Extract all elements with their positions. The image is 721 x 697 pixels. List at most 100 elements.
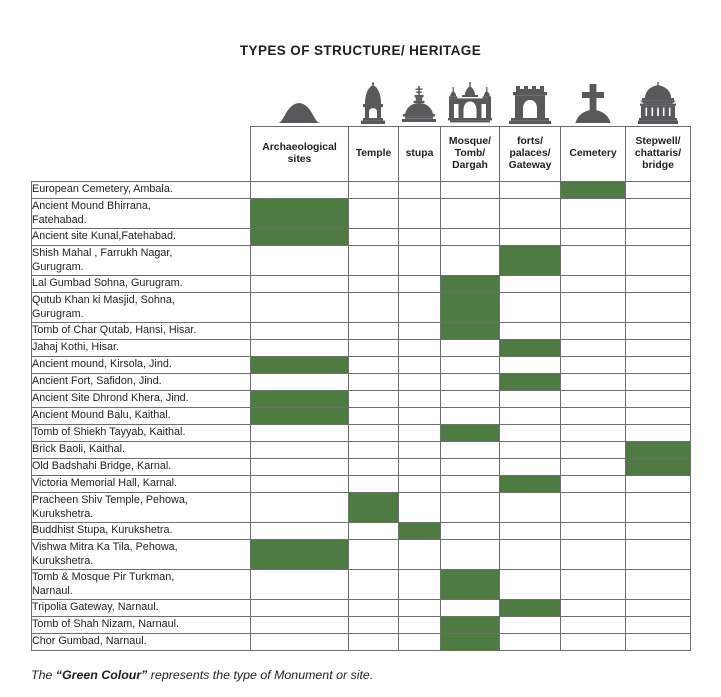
empty-cell-stupa: [398, 475, 441, 493]
monument-name-cell: Tomb of Shiekh Tayyab, Kaithal.: [31, 424, 251, 442]
monument-name-cell: Ancient Fort, Safidon, Jind.: [31, 373, 251, 391]
empty-cell-forts: [499, 441, 561, 459]
empty-cell-stepwell: [625, 228, 691, 246]
empty-cell-cemetery: [560, 424, 626, 442]
empty-cell-stepwell: [625, 198, 691, 229]
chhatri-icon: [637, 82, 678, 124]
empty-cell-archaeological: [250, 522, 349, 540]
empty-cell-mosque: [440, 475, 500, 493]
mark-cell-temple: [348, 492, 399, 523]
empty-cell-cemetery: [560, 245, 626, 276]
empty-cell-temple: [348, 198, 399, 229]
empty-cell-temple: [348, 245, 399, 276]
mark-cell-mosque: [440, 616, 500, 634]
empty-cell-cemetery: [560, 356, 626, 374]
empty-cell-archaeological: [250, 475, 349, 493]
column-header-row: Archaeological sites Temple stupa Mosque/ T…: [31, 126, 691, 182]
mark-cell-forts: [499, 599, 561, 617]
column-header-stepwell: Stepwell/ chattaris/ bridge: [625, 126, 691, 182]
heritage-types-table: Archaeological sites Temple stupa Mosque/ T…: [31, 126, 691, 651]
mark-cell-mosque: [440, 275, 500, 293]
empty-cell-archaeological: [250, 181, 349, 199]
mark-cell-archaeological: [250, 407, 349, 425]
monument-name-cell: Lal Gumbad Sohna, Gurugram.: [31, 275, 251, 293]
empty-cell-mosque: [440, 198, 500, 229]
empty-cell-stupa: [398, 373, 441, 391]
monument-name-cell: Brick Baoli, Kaithal.: [31, 441, 251, 459]
monument-name-cell: Old Badshahi Bridge, Karnal.: [31, 458, 251, 476]
mark-cell-forts: [499, 245, 561, 276]
empty-cell-temple: [348, 322, 399, 340]
monument-name-cell: Ancient site Kunal,Fatehabad.: [31, 228, 251, 246]
table-row: Ancient mound, Kirsola, Jind.: [31, 356, 691, 374]
empty-cell-stupa: [398, 228, 441, 246]
table-row: Shish Mahal , Farrukh Nagar, Gurugram.: [31, 245, 691, 276]
empty-cell-temple: [348, 569, 399, 600]
empty-cell-stupa: [398, 458, 441, 476]
empty-cell-cemetery: [560, 492, 626, 523]
empty-cell-temple: [348, 599, 399, 617]
empty-cell-stupa: [398, 275, 441, 293]
empty-cell-temple: [348, 356, 399, 374]
empty-cell-stupa: [398, 569, 441, 600]
empty-cell-mosque: [440, 441, 500, 459]
empty-cell-forts: [499, 407, 561, 425]
empty-cell-cemetery: [560, 275, 626, 293]
empty-cell-cemetery: [560, 198, 626, 229]
monument-name-cell: Tomb of Shah Nizam, Narnaul.: [31, 616, 251, 634]
table-row: Tomb of Char Qutab, Hansi, Hisar.: [31, 322, 691, 340]
temple-icon-cell: [348, 82, 398, 126]
table-row: Buddhist Stupa, Kurukshetra.: [31, 522, 691, 540]
empty-cell-mosque: [440, 522, 500, 540]
empty-cell-forts: [499, 228, 561, 246]
empty-cell-stepwell: [625, 599, 691, 617]
empty-cell-mosque: [440, 356, 500, 374]
empty-cell-cemetery: [560, 539, 626, 570]
mark-cell-stepwell: [625, 441, 691, 459]
table-header: Archaeological sites Temple stupa Mosque/ T…: [31, 126, 691, 182]
table-row: Ancient Site Dhrond Khera, Jind.: [31, 390, 691, 408]
empty-cell-forts: [499, 322, 561, 340]
mark-cell-mosque: [440, 569, 500, 600]
empty-cell-stupa: [398, 441, 441, 459]
empty-cell-temple: [348, 633, 399, 651]
empty-cell-mosque: [440, 245, 500, 276]
table-body: European Cemetery, Ambala. Ancient Mound …: [31, 181, 691, 651]
empty-cell-archaeological: [250, 492, 349, 523]
empty-cell-stupa: [398, 181, 441, 199]
empty-cell-temple: [348, 292, 399, 323]
empty-cell-temple: [348, 441, 399, 459]
empty-cell-forts: [499, 198, 561, 229]
table-row: Jahaj Kothi, Hisar.: [31, 339, 691, 357]
empty-cell-stupa: [398, 599, 441, 617]
empty-cell-stepwell: [625, 492, 691, 523]
header-corner-blank: [31, 126, 251, 182]
empty-cell-stepwell: [625, 616, 691, 634]
empty-cell-temple: [348, 424, 399, 442]
mound-icon-cell: [250, 82, 348, 126]
mark-cell-forts: [499, 373, 561, 391]
table-row: Brick Baoli, Kaithal.: [31, 441, 691, 459]
empty-cell-stepwell: [625, 292, 691, 323]
cross-grave-icon: [575, 84, 611, 124]
monument-name-cell: Buddhist Stupa, Kurukshetra.: [31, 522, 251, 540]
mark-cell-stepwell: [625, 458, 691, 476]
table-row: Chor Gumbad, Narnaul.: [31, 633, 691, 651]
empty-cell-stupa: [398, 292, 441, 323]
mark-cell-mosque: [440, 633, 500, 651]
table-row: European Cemetery, Ambala.: [31, 181, 691, 199]
empty-cell-temple: [348, 407, 399, 425]
empty-cell-stupa: [398, 198, 441, 229]
monument-name-cell: Tomb of Char Qutab, Hansi, Hisar.: [31, 322, 251, 340]
table-row: Vishwa Mitra Ka Tila, Pehowa, Kurukshetr…: [31, 539, 691, 570]
empty-cell-forts: [499, 522, 561, 540]
monument-name-cell: European Cemetery, Ambala.: [31, 181, 251, 199]
mark-cell-forts: [499, 339, 561, 357]
empty-cell-forts: [499, 539, 561, 570]
empty-cell-stupa: [398, 245, 441, 276]
empty-cell-temple: [348, 339, 399, 357]
empty-cell-stupa: [398, 492, 441, 523]
empty-cell-stupa: [398, 339, 441, 357]
empty-cell-stepwell: [625, 181, 691, 199]
table-row: Lal Gumbad Sohna, Gurugram.: [31, 275, 691, 293]
